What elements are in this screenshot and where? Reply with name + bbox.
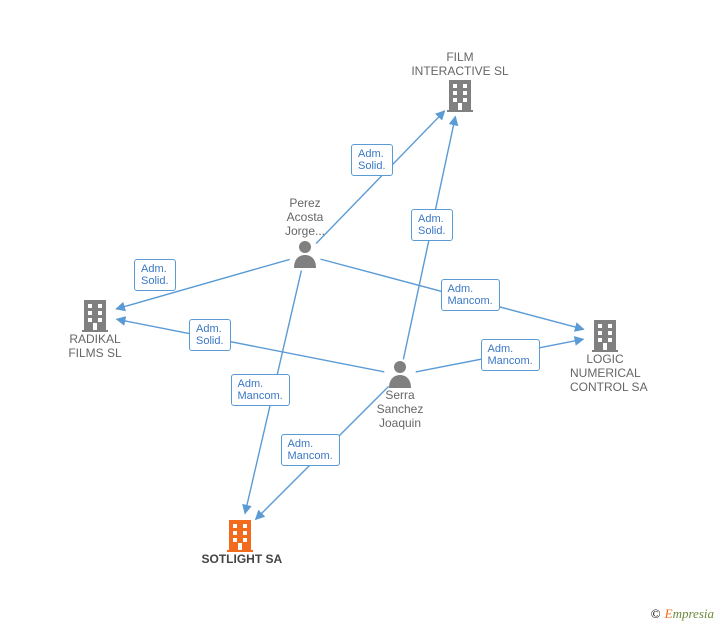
- node-radikal_films: RADIKAL FILMS SL: [67, 298, 123, 360]
- edge-label: Adm. Solid.: [134, 259, 176, 291]
- building-icon: [78, 298, 112, 332]
- node-label: FILM INTERACTIVE SL: [411, 50, 509, 78]
- node-logic_numerical: LOGIC NUMERICAL CONTROL SA: [570, 318, 640, 394]
- node-perez: Perez Acosta Jorge...: [277, 196, 333, 268]
- edge-label: Adm. Mancom.: [231, 374, 290, 406]
- diagram-canvas: FILM INTERACTIVE SL RADIKAL FILMS SL LOG…: [0, 0, 728, 630]
- person-icon: [385, 358, 415, 388]
- node-label: SOTLIGHT SA: [202, 552, 279, 566]
- edge-label: Adm. Solid.: [189, 319, 231, 351]
- node-serra: Serra Sanchez Joaquin: [376, 358, 425, 430]
- building-icon: [223, 518, 257, 552]
- person-icon: [290, 238, 320, 268]
- building-icon: [443, 78, 477, 112]
- node-label: Perez Acosta Jorge...: [277, 196, 333, 238]
- edge-label: Adm. Mancom.: [481, 339, 540, 371]
- edge-label: Adm. Mancom.: [441, 279, 500, 311]
- node-label: LOGIC NUMERICAL CONTROL SA: [570, 352, 640, 394]
- edge-label: Adm. Solid.: [351, 144, 393, 176]
- edge-label: Adm. Solid.: [411, 209, 453, 241]
- edge-label: Adm. Mancom.: [281, 434, 340, 466]
- node-sotlight: SOTLIGHT SA: [202, 518, 279, 566]
- node-label: Serra Sanchez Joaquin: [376, 388, 425, 430]
- building-icon: [588, 318, 622, 352]
- node-film_interactive: FILM INTERACTIVE SL: [411, 50, 509, 112]
- node-label: RADIKAL FILMS SL: [67, 332, 123, 360]
- copyright-symbol: ©: [651, 606, 661, 621]
- edge-line: [117, 319, 385, 372]
- footer-attribution: © Empresia: [651, 606, 714, 622]
- footer-brand: Empresia: [665, 606, 714, 621]
